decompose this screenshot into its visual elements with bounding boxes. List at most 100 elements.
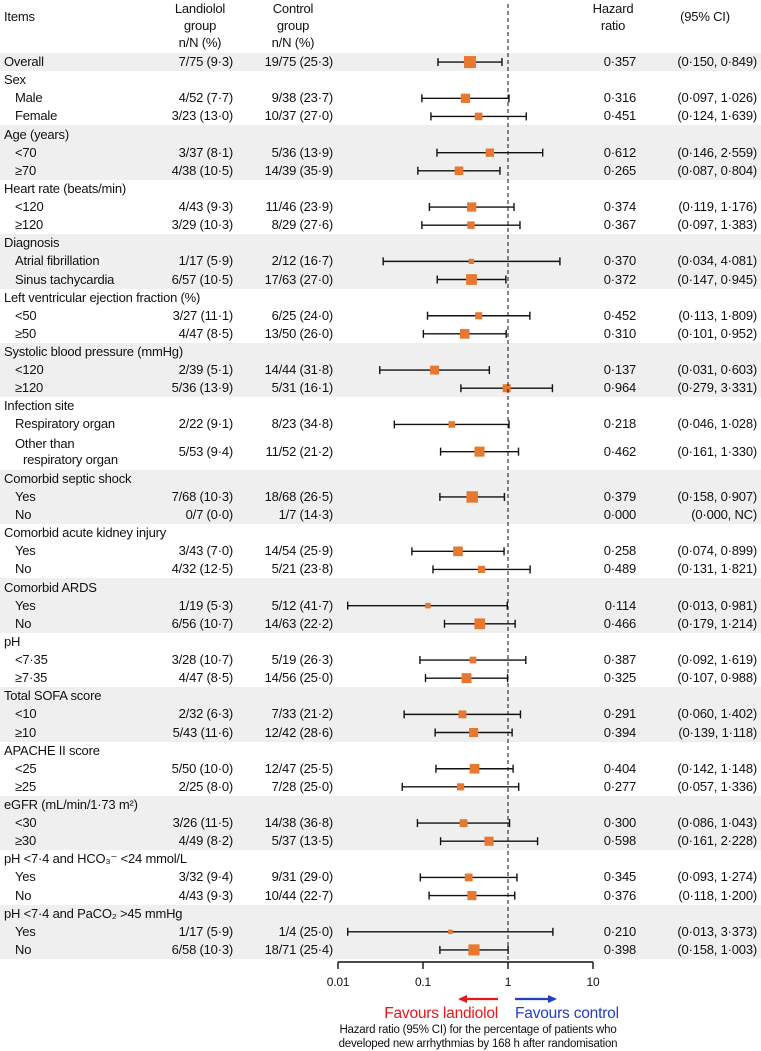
ci-value: (0·060, 1·402) [677,706,757,722]
header-control-line: Control [272,1,314,16]
hr-marker [453,546,463,557]
header-landiolol-line: group [183,18,217,33]
landiolol-value: 7/75 (9·3) [178,54,234,70]
landiolol-value: 4/43 (9·3) [178,887,234,903]
hr-marker [464,873,473,882]
row-label: ≥30 [15,833,36,849]
ci-value: (0·093, 1·274) [677,869,757,885]
x-tick-label: 0.01 [326,975,350,989]
control-value: 5/12 (41·7) [271,597,334,613]
ci-value: (0·031, 0·603) [677,362,757,378]
ci-value: (0·092, 1·619) [677,652,757,668]
ci-value: (0·279, 3·331) [677,380,757,396]
hr-marker [478,565,486,573]
ci-value: (0·158, 0·907) [677,488,757,504]
ci-value: (0·161, 1·330) [677,443,757,459]
control-value: 5/31 (16·1) [271,380,334,396]
group-label: APACHE II score [4,742,100,758]
control-value: 10/44 (22·7) [264,887,334,903]
landiolol-value: 4/49 (8·2) [178,833,234,849]
landiolol-value: 4/43 (9·3) [178,199,234,215]
control-value: 5/19 (26·3) [271,652,334,668]
ci-value: (0·131, 1·821) [677,561,757,577]
ci-value: (0·139, 1·118) [678,724,757,740]
ci-value: (0·000, NC) [691,507,757,523]
row-label: ≥120 [15,217,44,233]
row-label: <120 [15,362,44,378]
hr-marker [459,819,468,828]
row-label: <50 [15,307,37,323]
row-label: Female [15,108,58,124]
caption-line: developed new arrhythmias by 168 h after… [338,1038,618,1050]
hr-marker [469,656,477,664]
group-band [0,469,761,525]
control-value: 14/38 (36·8) [264,815,334,831]
hr-marker [461,673,472,684]
header-ci: (95% CI) [680,9,730,24]
row-label: Respiratory organ [15,416,115,432]
landiolol-value: 2/32 (6·3) [178,706,234,722]
hr-marker [454,166,464,176]
ci-value: (0·158, 1·003) [677,941,757,957]
row-label: Yes [15,543,36,559]
ci-value: (0·097, 1·383) [677,217,757,233]
landiolol-value: 4/47 (8·5) [178,670,234,686]
caption: Hazard ratio (95% CI) for the percentage… [278,1023,678,1051]
control-value: 5/37 (13·5) [271,833,334,849]
row-label: No [15,887,32,903]
hr-marker [467,891,477,901]
control-value: 14/44 (31·8) [264,362,334,378]
hazard-ratio-value: 0·291 [603,706,636,722]
group-label: Age (years) [4,126,69,142]
landiolol-value: 1/17 (5·9) [178,923,234,939]
landiolol-value: 1/17 (5·9) [178,253,234,269]
landiolol-value: 6/58 (10·3) [171,941,234,957]
hr-marker [458,710,467,719]
hr-marker [474,618,486,630]
group-band [0,234,761,289]
control-value: 12/47 (25·5) [264,760,334,776]
row-label: <10 [15,706,37,722]
group-label: Left ventricular ejection fraction (%) [4,289,201,305]
hazard-ratio-value: 0·964 [603,380,636,396]
ci-value: (0·101, 0·952) [677,325,757,341]
row-label: ≥25 [15,778,36,794]
group-label: pH [4,633,21,649]
row-label: ≥50 [15,325,36,341]
control-value: 18/71 (25·4) [264,941,334,957]
header-items: Items [4,9,35,24]
group-band [0,687,761,742]
group-band [0,795,761,851]
control-value: 8/23 (34·8) [271,416,334,432]
landiolol-value: 3/43 (7·0) [178,543,234,559]
ci-value: (0·147, 0·945) [677,271,757,287]
landiolol-value: 7/68 (10·3) [171,488,234,504]
ci-value: (0·013, 0·981) [677,597,757,613]
header-landiolol: Landiolol group n/N (%) [160,0,240,51]
hazard-ratio-value: 0·367 [603,217,636,233]
row-label: <7·35 [15,652,48,668]
row-label: No [15,507,32,523]
ci-value: (0·119, 1·176) [678,199,757,215]
hazard-ratio-value: 0·114 [604,597,636,613]
hr-marker [467,202,477,212]
control-value: 14/63 (22·2) [264,615,334,631]
hr-marker [466,274,477,285]
landiolol-value: 4/32 (12·5) [171,561,234,577]
ci-value: (0·124, 1·639) [677,108,757,124]
hazard-ratio-value: 0·345 [603,869,636,885]
control-value: 11/46 (23·9) [265,199,334,215]
ci-value: (0·034, 4·081) [677,253,757,269]
hazard-ratio-value: 0·357 [603,54,636,70]
row-label: No [15,941,32,957]
row-label: Male [15,90,43,106]
hazard-ratio-value: 0·370 [603,253,636,269]
ci-value: (0·113, 1·809) [678,307,757,323]
control-value: 10/37 (27·0) [264,108,334,124]
landiolol-value: 3/29 (10·3) [171,217,234,233]
group-label: Diagnosis [4,235,60,251]
landiolol-value: 4/52 (7·7) [178,90,234,106]
hazard-ratio-value: 0·310 [603,325,636,341]
hazard-ratio-value: 0·612 [603,144,636,160]
hr-marker [425,602,431,609]
